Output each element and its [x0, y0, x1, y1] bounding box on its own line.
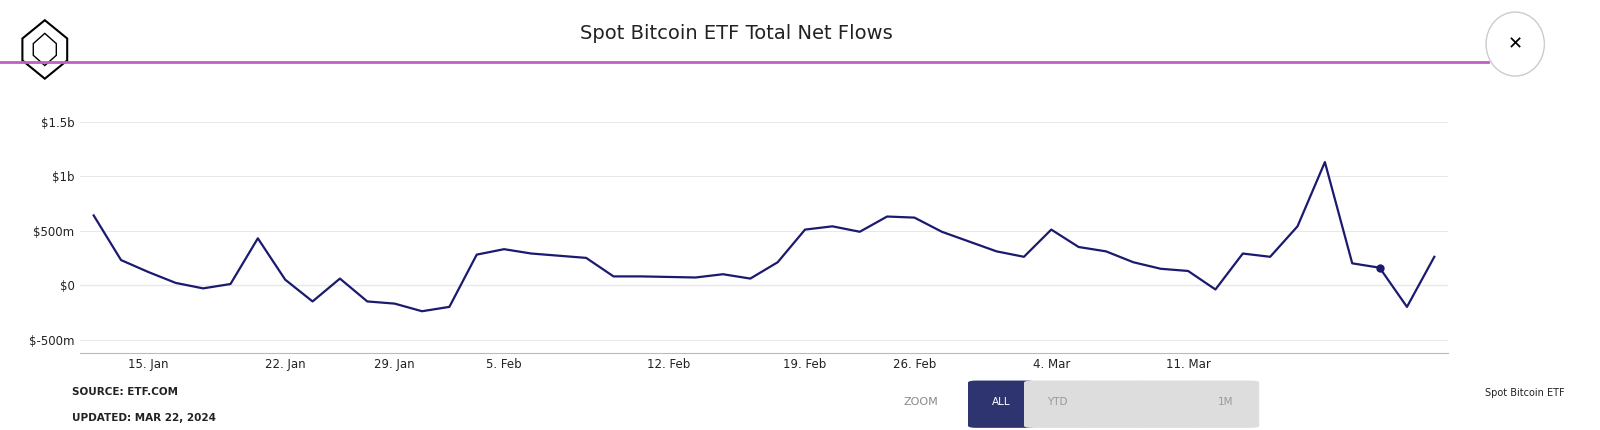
Circle shape: [1486, 12, 1544, 76]
Text: Spot Bitcoin ETF: Spot Bitcoin ETF: [1485, 388, 1565, 399]
Text: ALL: ALL: [992, 397, 1011, 407]
Text: SOURCE: ETF.COM: SOURCE: ETF.COM: [72, 387, 178, 397]
Text: 1M: 1M: [1218, 397, 1234, 407]
Text: ZOOM: ZOOM: [904, 397, 939, 407]
Text: YTD: YTD: [1048, 397, 1067, 407]
Text: 3/18/2024: 3/18/2024: [1202, 374, 1264, 384]
Text: Spot Bitcoin ETF Total Net Flows: Spot Bitcoin ETF Total Net Flows: [579, 24, 893, 43]
Text: UPDATED: MAR 22, 2024: UPDATED: MAR 22, 2024: [72, 413, 216, 423]
Text: Total Net F...: Total Net F...: [1202, 403, 1264, 413]
Text: ✕: ✕: [1507, 35, 1523, 53]
